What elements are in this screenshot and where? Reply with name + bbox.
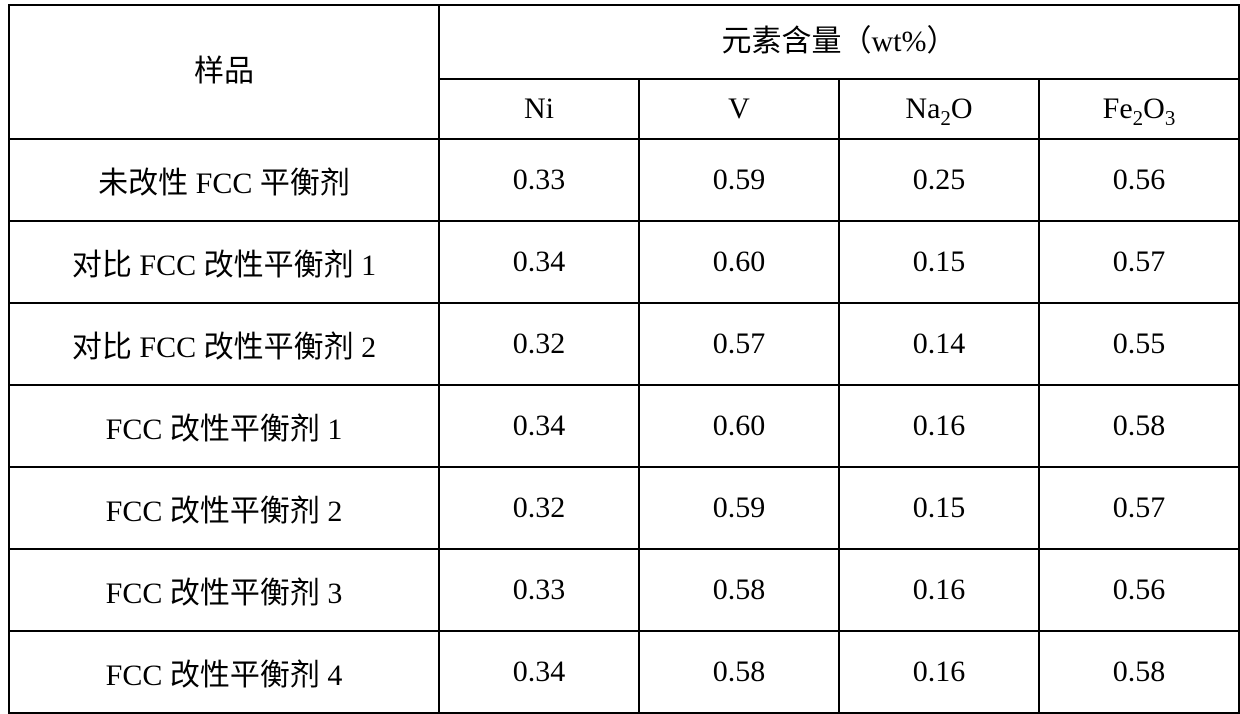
cell-ni: 0.32 — [439, 303, 639, 385]
table-container: 样品 元素含量（wt%） Ni V Na2O Fe2O3 未改性 FCC 平衡剂… — [0, 0, 1240, 714]
header-col-na2o: Na2O — [839, 79, 1039, 139]
cell-v: 0.58 — [639, 631, 839, 713]
cell-v: 0.57 — [639, 303, 839, 385]
header-sample: 样品 — [9, 5, 439, 139]
cell-v: 0.60 — [639, 385, 839, 467]
cell-ni: 0.33 — [439, 139, 639, 221]
cell-na2o: 0.16 — [839, 631, 1039, 713]
cell-fe2o3: 0.57 — [1039, 221, 1239, 303]
cell-sample: FCC 改性平衡剂 3 — [9, 549, 439, 631]
cell-fe2o3: 0.58 — [1039, 631, 1239, 713]
table-row: FCC 改性平衡剂 3 0.33 0.58 0.16 0.56 — [9, 549, 1239, 631]
table-header: 样品 元素含量（wt%） Ni V Na2O Fe2O3 — [9, 5, 1239, 139]
cell-sample: 未改性 FCC 平衡剂 — [9, 139, 439, 221]
cell-na2o: 0.16 — [839, 385, 1039, 467]
cell-fe2o3: 0.57 — [1039, 467, 1239, 549]
cell-sample: FCC 改性平衡剂 2 — [9, 467, 439, 549]
cell-sample: FCC 改性平衡剂 4 — [9, 631, 439, 713]
cell-na2o: 0.15 — [839, 221, 1039, 303]
composition-table: 样品 元素含量（wt%） Ni V Na2O Fe2O3 未改性 FCC 平衡剂… — [8, 4, 1240, 714]
cell-fe2o3: 0.56 — [1039, 549, 1239, 631]
cell-sample: 对比 FCC 改性平衡剂 1 — [9, 221, 439, 303]
cell-ni: 0.34 — [439, 631, 639, 713]
header-row-top: 样品 元素含量（wt%） — [9, 5, 1239, 79]
cell-v: 0.59 — [639, 139, 839, 221]
table-row: 对比 FCC 改性平衡剂 2 0.32 0.57 0.14 0.55 — [9, 303, 1239, 385]
header-col-ni: Ni — [439, 79, 639, 139]
cell-ni: 0.34 — [439, 385, 639, 467]
table-row: 对比 FCC 改性平衡剂 1 0.34 0.60 0.15 0.57 — [9, 221, 1239, 303]
cell-na2o: 0.15 — [839, 467, 1039, 549]
table-row: 未改性 FCC 平衡剂 0.33 0.59 0.25 0.56 — [9, 139, 1239, 221]
cell-na2o: 0.25 — [839, 139, 1039, 221]
table-row: FCC 改性平衡剂 4 0.34 0.58 0.16 0.58 — [9, 631, 1239, 713]
cell-fe2o3: 0.58 — [1039, 385, 1239, 467]
table-row: FCC 改性平衡剂 2 0.32 0.59 0.15 0.57 — [9, 467, 1239, 549]
header-col-fe2o3: Fe2O3 — [1039, 79, 1239, 139]
table-body: 未改性 FCC 平衡剂 0.33 0.59 0.25 0.56 对比 FCC 改… — [9, 139, 1239, 713]
cell-v: 0.59 — [639, 467, 839, 549]
cell-fe2o3: 0.56 — [1039, 139, 1239, 221]
cell-sample: FCC 改性平衡剂 1 — [9, 385, 439, 467]
header-col-v: V — [639, 79, 839, 139]
cell-ni: 0.32 — [439, 467, 639, 549]
cell-na2o: 0.16 — [839, 549, 1039, 631]
cell-v: 0.58 — [639, 549, 839, 631]
cell-v: 0.60 — [639, 221, 839, 303]
cell-ni: 0.33 — [439, 549, 639, 631]
table-row: FCC 改性平衡剂 1 0.34 0.60 0.16 0.58 — [9, 385, 1239, 467]
cell-fe2o3: 0.55 — [1039, 303, 1239, 385]
cell-na2o: 0.14 — [839, 303, 1039, 385]
cell-ni: 0.34 — [439, 221, 639, 303]
header-group-element-content: 元素含量（wt%） — [439, 5, 1239, 79]
cell-sample: 对比 FCC 改性平衡剂 2 — [9, 303, 439, 385]
